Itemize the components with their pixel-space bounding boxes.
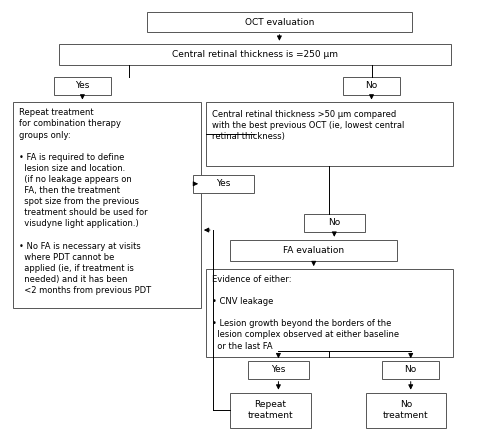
Bar	[13, 103, 201, 308]
Text: Central retinal thickness >50 μm compared
with the best previous OCT (ie, lowest: Central retinal thickness >50 μm compare…	[212, 110, 404, 141]
Text: Central retinal thickness is =250 μm: Central retinal thickness is =250 μm	[172, 50, 338, 59]
Text: Evidence of either:

• CNV leakage

• Lesion growth beyond the borders of the
  : Evidence of either: • CNV leakage • Lesi…	[212, 275, 399, 351]
Bar	[147, 12, 411, 32]
Bar	[304, 214, 364, 232]
Text: No: No	[404, 366, 417, 375]
Text: No
treatment: No treatment	[383, 400, 428, 420]
Bar	[206, 269, 453, 357]
Text: No: No	[328, 219, 340, 227]
Bar	[248, 361, 309, 379]
Text: No: No	[366, 81, 378, 90]
Bar	[59, 44, 451, 65]
Text: Yes: Yes	[271, 366, 285, 375]
Text: Repeat
treatment: Repeat treatment	[248, 400, 294, 420]
Text: Yes: Yes	[75, 81, 90, 90]
Bar	[193, 175, 254, 193]
Bar	[230, 240, 397, 261]
Bar	[366, 392, 446, 428]
Bar	[54, 77, 111, 95]
Text: Yes: Yes	[216, 179, 230, 188]
Bar	[230, 392, 311, 428]
Bar	[343, 77, 400, 95]
Bar	[206, 103, 453, 166]
Text: OCT evaluation: OCT evaluation	[244, 17, 314, 27]
Bar	[382, 361, 439, 379]
Text: Repeat treatment
for combination therapy
groups only:

• FA is required to defin: Repeat treatment for combination therapy…	[18, 108, 151, 295]
Text: FA evaluation: FA evaluation	[283, 246, 344, 255]
